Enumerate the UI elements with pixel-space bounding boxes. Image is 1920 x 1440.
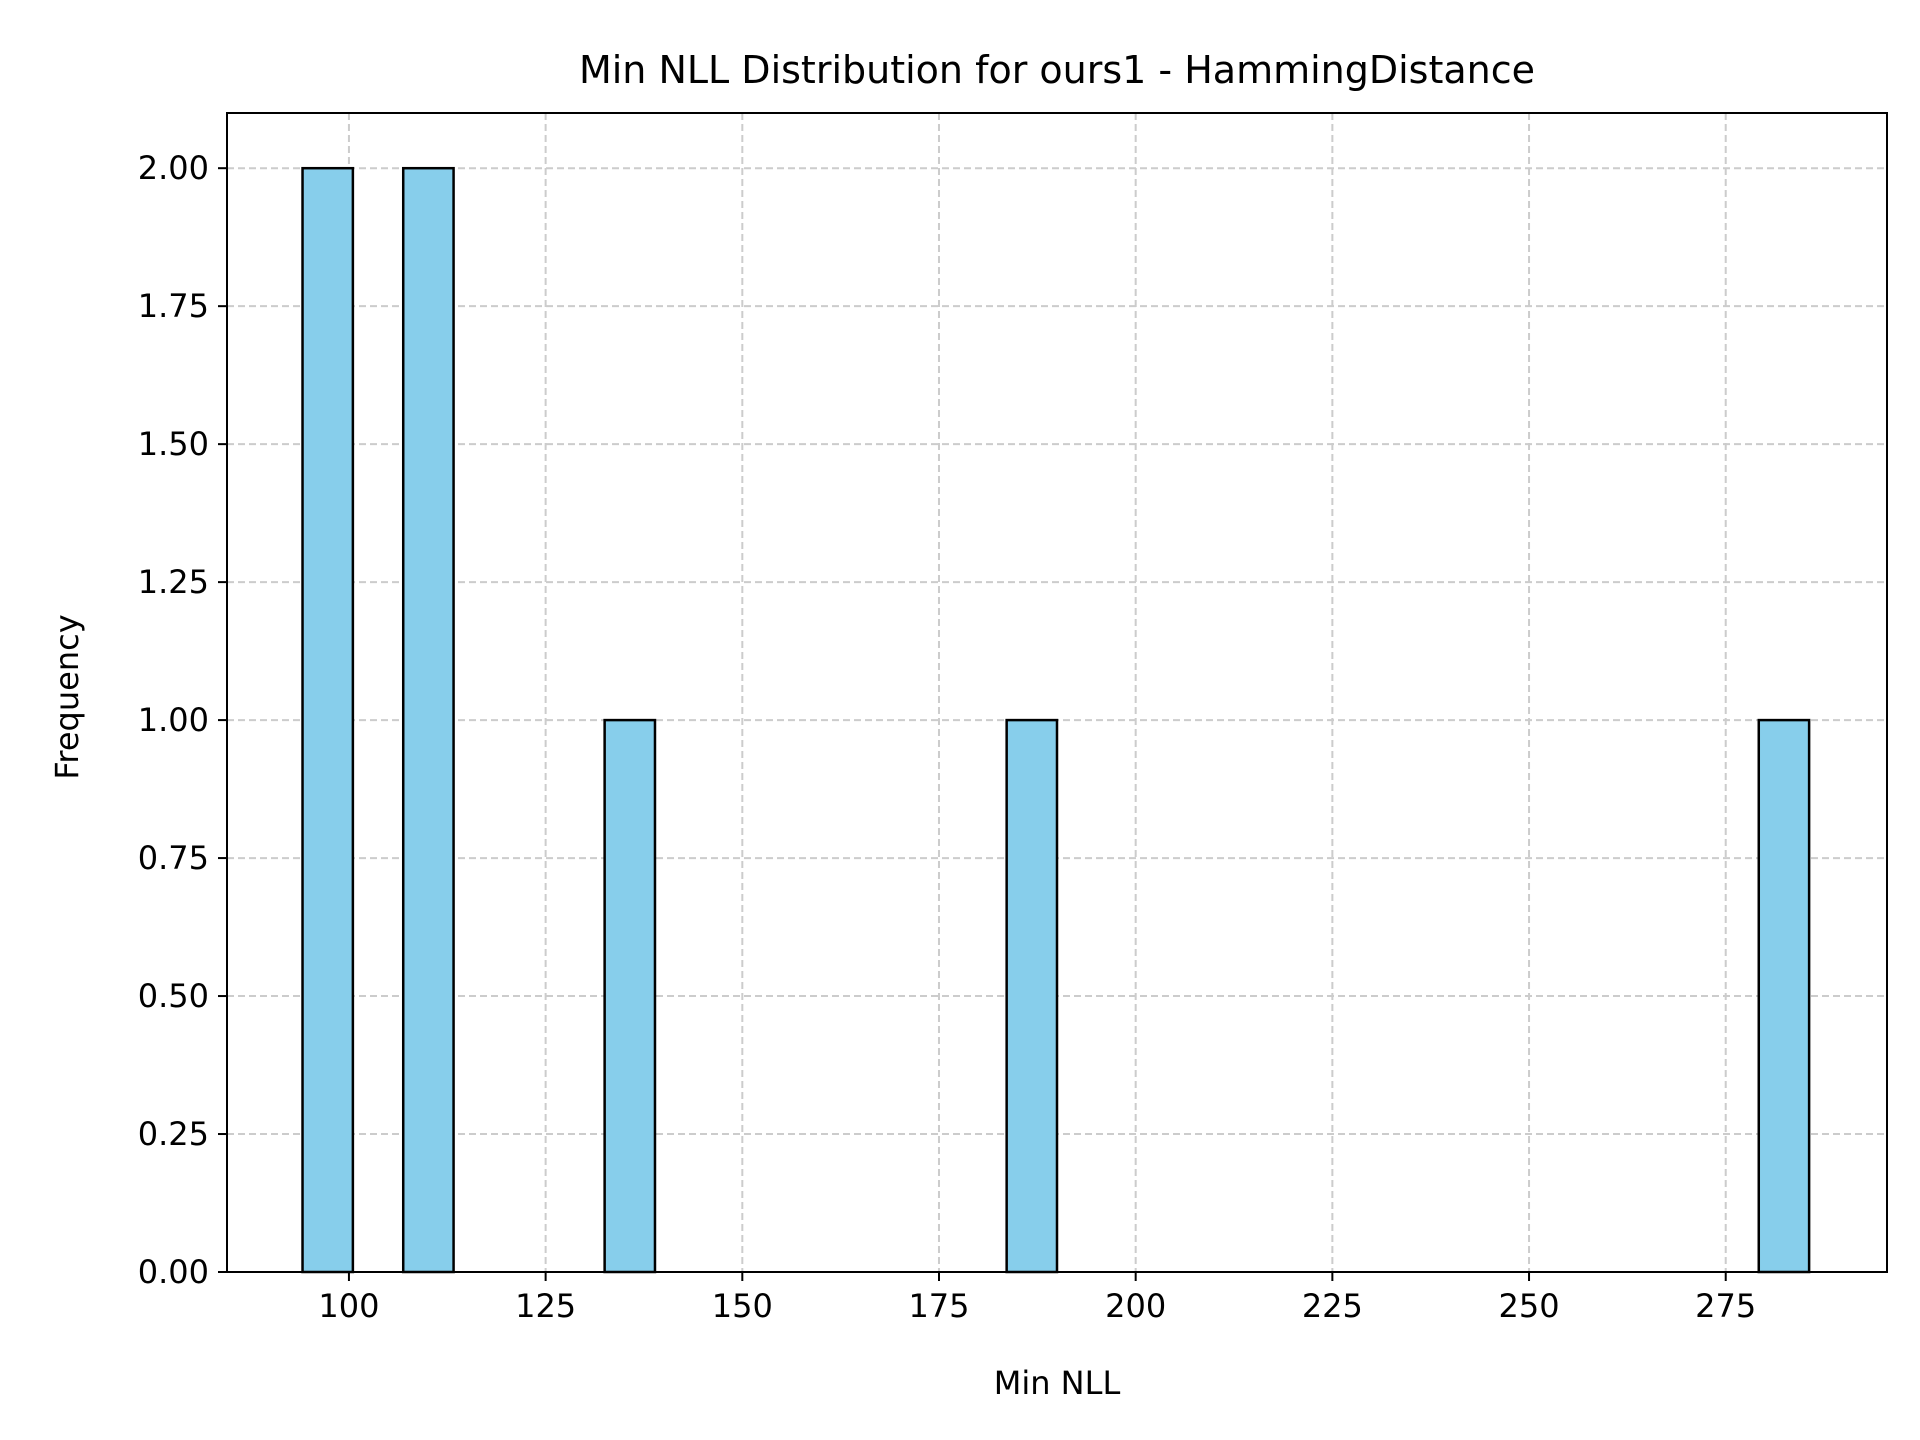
y-tick-label: 1.00: [138, 701, 209, 739]
y-tick-label: 0.75: [138, 839, 209, 877]
histogram-bar: [401, 166, 455, 1274]
x-tick-label: 250: [1498, 1287, 1559, 1325]
y-tick-label: 1.75: [138, 287, 209, 325]
y-tick-label: 1.25: [138, 563, 209, 601]
x-axis-label: Min NLL: [994, 1364, 1121, 1402]
x-tick-label: 150: [712, 1287, 773, 1325]
y-tick-label: 1.50: [138, 425, 209, 463]
x-tick-label: 100: [318, 1287, 379, 1325]
y-tick-label: 0.25: [138, 1115, 209, 1153]
y-tick-label: 2.00: [138, 149, 209, 187]
histogram-bar: [603, 718, 657, 1274]
y-axis-label: Frequency: [48, 614, 86, 779]
plot-area-frame: [226, 112, 1888, 1273]
histogram-bar: [1757, 718, 1811, 1274]
chart-title: Min NLL Distribution for ours1 - Hamming…: [579, 48, 1535, 92]
y-tick-label: 0.00: [138, 1253, 209, 1291]
x-tick-label: 200: [1105, 1287, 1166, 1325]
axis-ticks: 100 125 150 175 200 225 250 275 0.00 0.25 0.50 0.75…: [138, 149, 1757, 1325]
x-tick-label: 275: [1695, 1287, 1756, 1325]
x-tick-label: 225: [1302, 1287, 1363, 1325]
histogram-bars: [301, 166, 1811, 1274]
histogram-bar: [1005, 718, 1059, 1274]
y-tick-label: 0.50: [138, 977, 209, 1015]
x-tick-label: 125: [515, 1287, 576, 1325]
x-tick-label: 175: [908, 1287, 969, 1325]
histogram-bar: [301, 166, 355, 1274]
